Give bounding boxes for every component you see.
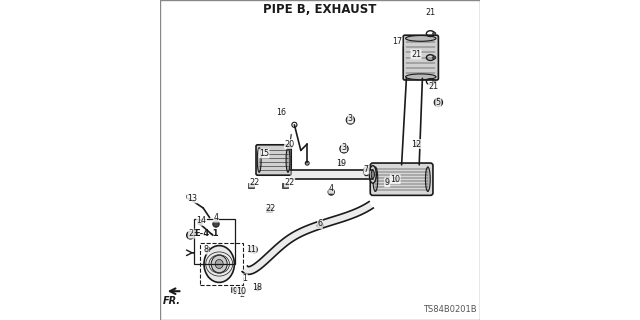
Ellipse shape — [211, 255, 227, 273]
Ellipse shape — [252, 246, 257, 253]
Text: 10: 10 — [237, 287, 246, 296]
FancyBboxPatch shape — [370, 163, 433, 195]
Ellipse shape — [364, 167, 369, 176]
Ellipse shape — [257, 148, 261, 172]
Text: 22: 22 — [265, 204, 276, 212]
Circle shape — [433, 56, 436, 59]
Text: 12: 12 — [411, 140, 421, 148]
Text: 19: 19 — [336, 159, 346, 168]
Circle shape — [433, 80, 436, 83]
Circle shape — [212, 221, 219, 227]
Text: FR.: FR. — [163, 296, 181, 306]
Text: 17: 17 — [392, 37, 402, 46]
Text: 3: 3 — [342, 143, 346, 152]
Text: 20: 20 — [285, 140, 294, 148]
Ellipse shape — [371, 171, 374, 179]
Polygon shape — [291, 170, 372, 179]
Text: 22: 22 — [284, 178, 295, 187]
Ellipse shape — [426, 167, 430, 191]
Circle shape — [255, 285, 260, 291]
Text: 9: 9 — [385, 178, 390, 187]
Bar — [282, 183, 288, 188]
Text: 8: 8 — [204, 245, 209, 254]
Circle shape — [305, 161, 309, 165]
Text: 21: 21 — [426, 8, 435, 17]
Circle shape — [287, 145, 292, 149]
Circle shape — [414, 142, 418, 146]
Text: PIPE B, EXHAUST: PIPE B, EXHAUST — [263, 3, 377, 16]
Bar — [266, 207, 272, 212]
Text: 9: 9 — [232, 287, 238, 296]
Text: 18: 18 — [253, 284, 262, 292]
Text: 4: 4 — [214, 213, 218, 222]
Text: 22: 22 — [249, 178, 260, 187]
Text: 4: 4 — [329, 184, 333, 193]
Text: 2: 2 — [239, 290, 244, 299]
Bar — [238, 287, 243, 292]
Ellipse shape — [406, 36, 436, 41]
Ellipse shape — [406, 74, 436, 80]
Ellipse shape — [204, 246, 234, 283]
Text: E-4-1: E-4-1 — [195, 229, 219, 238]
Text: 21: 21 — [411, 50, 421, 59]
Circle shape — [433, 32, 436, 35]
Circle shape — [340, 145, 348, 153]
Polygon shape — [242, 202, 373, 274]
Text: 23: 23 — [189, 229, 198, 238]
Circle shape — [328, 189, 335, 195]
Text: 5: 5 — [436, 98, 441, 107]
Text: TS84B0201B: TS84B0201B — [423, 305, 477, 314]
Bar — [193, 219, 236, 264]
Circle shape — [434, 98, 443, 107]
Circle shape — [317, 223, 323, 228]
Ellipse shape — [369, 166, 376, 183]
Circle shape — [339, 161, 343, 165]
Text: 6: 6 — [317, 220, 323, 228]
Text: 15: 15 — [259, 149, 269, 158]
Ellipse shape — [373, 167, 378, 191]
Text: 16: 16 — [276, 108, 287, 116]
Text: 21: 21 — [429, 82, 438, 91]
Bar — [248, 183, 254, 188]
Bar — [385, 179, 389, 183]
Bar — [393, 177, 397, 181]
Circle shape — [248, 247, 254, 252]
Circle shape — [198, 220, 202, 225]
Text: 13: 13 — [187, 194, 197, 203]
FancyBboxPatch shape — [256, 145, 291, 175]
Bar — [205, 247, 209, 251]
Text: 7: 7 — [364, 165, 369, 174]
Bar — [200, 243, 243, 285]
Circle shape — [187, 231, 195, 239]
Bar — [239, 291, 244, 294]
Circle shape — [187, 195, 191, 199]
Text: 1: 1 — [243, 274, 247, 283]
Bar — [232, 287, 236, 292]
Text: 10: 10 — [390, 175, 400, 184]
Text: 14: 14 — [196, 216, 207, 225]
Circle shape — [292, 122, 297, 127]
Ellipse shape — [215, 260, 223, 268]
Text: 11: 11 — [246, 245, 256, 254]
Circle shape — [346, 116, 355, 124]
Ellipse shape — [286, 148, 290, 172]
Text: 3: 3 — [348, 114, 353, 123]
FancyBboxPatch shape — [403, 35, 438, 80]
